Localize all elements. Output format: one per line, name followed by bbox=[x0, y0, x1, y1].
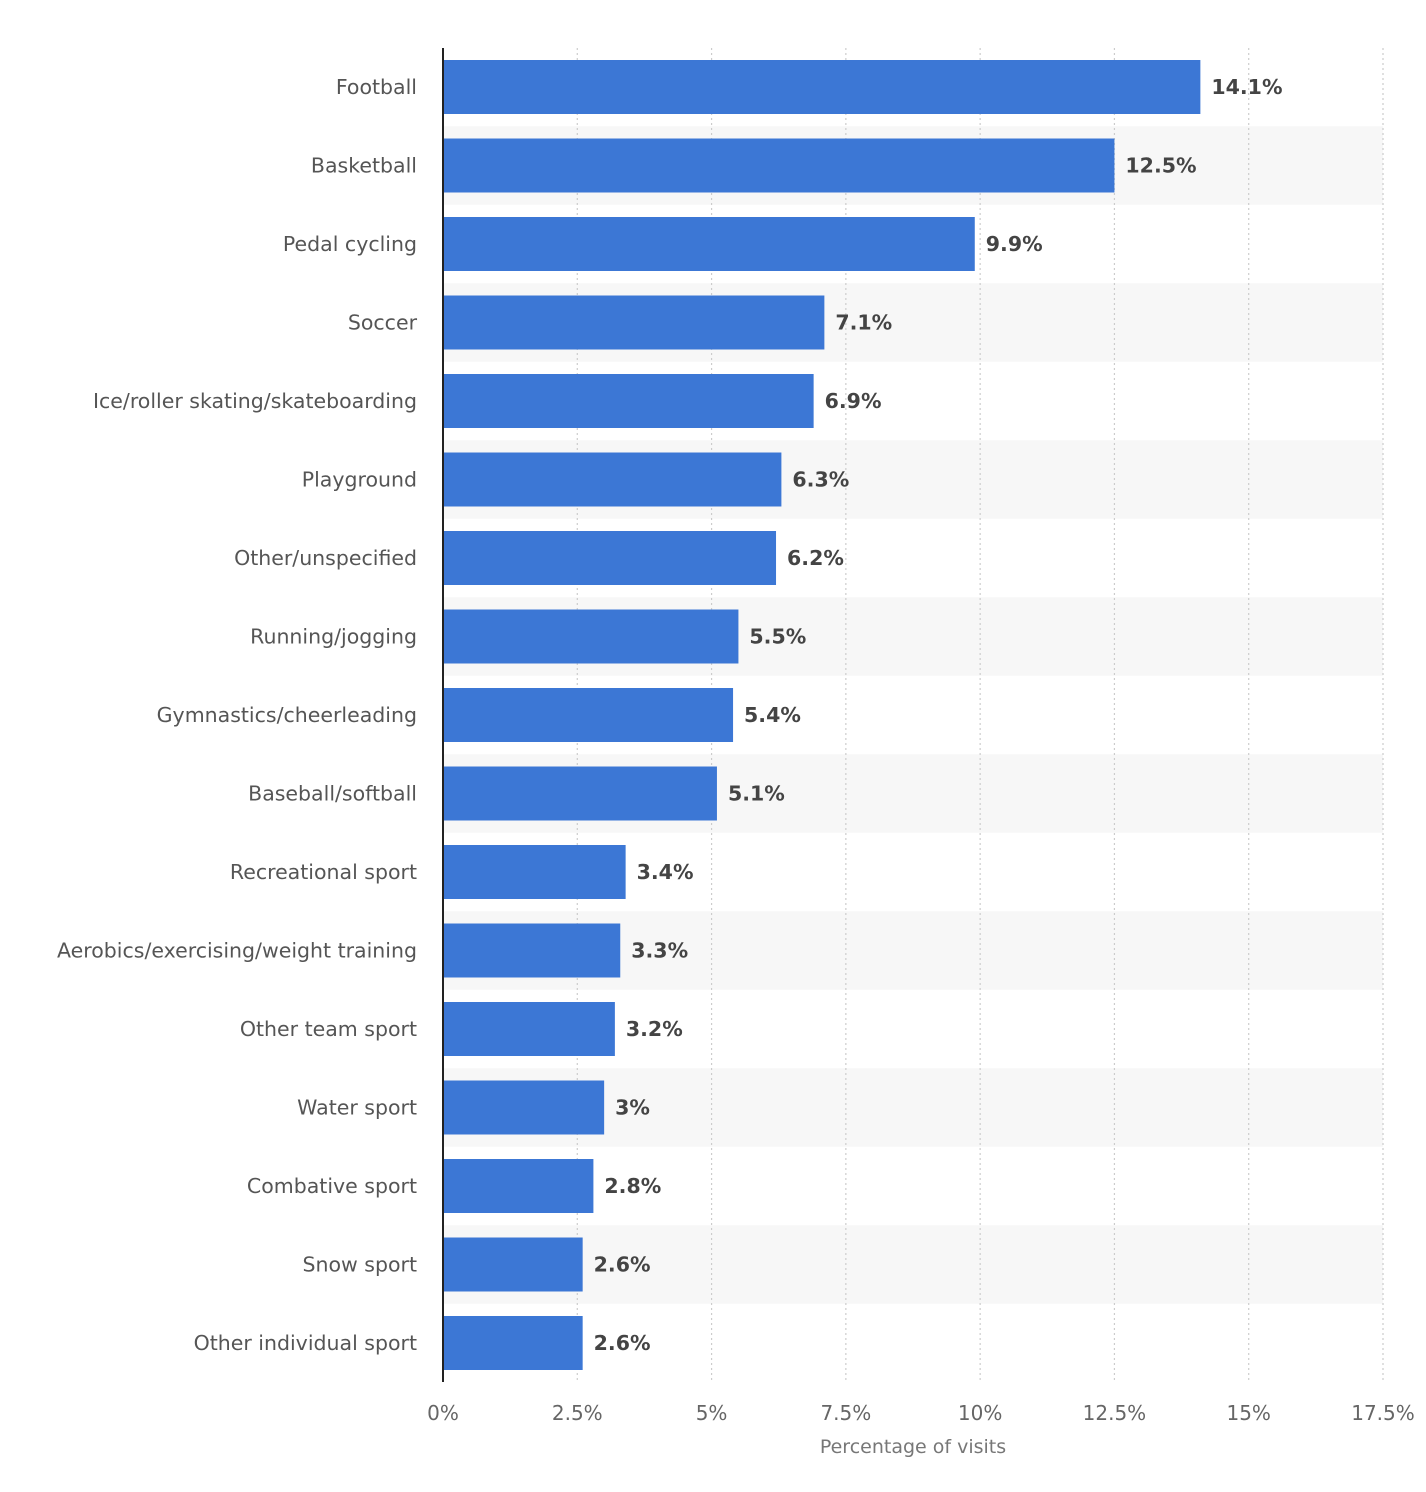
category-label: Basketball bbox=[311, 154, 417, 178]
bar bbox=[443, 452, 782, 507]
bar bbox=[443, 138, 1115, 193]
value-label: 6.2% bbox=[787, 546, 844, 570]
bar bbox=[443, 923, 621, 978]
value-label: 2.6% bbox=[594, 1331, 651, 1355]
category-label: Soccer bbox=[348, 311, 418, 335]
value-label: 3.4% bbox=[637, 860, 694, 884]
bar bbox=[443, 688, 734, 742]
category-label: Running/jogging bbox=[250, 625, 417, 649]
value-label: 5.5% bbox=[749, 625, 806, 649]
category-label: Baseball/softball bbox=[248, 782, 417, 806]
category-label: Pedal cycling bbox=[283, 232, 417, 256]
category-label: Gymnastics/cheerleading bbox=[157, 703, 417, 727]
x-tick-labels: 0% 2.5% 5% 7.5% 10% 12.5% 15% 17.5% bbox=[427, 1401, 1415, 1425]
value-label: 6.3% bbox=[792, 468, 849, 492]
value-label: 3.3% bbox=[631, 939, 688, 963]
category-label: Water sport bbox=[297, 1096, 417, 1120]
category-label: Recreational sport bbox=[230, 860, 417, 884]
value-label: 2.6% bbox=[594, 1253, 651, 1277]
bars bbox=[443, 60, 1201, 1370]
x-axis-title: Percentage of visits bbox=[820, 1436, 1006, 1458]
bar bbox=[443, 1237, 583, 1292]
category-label: Ice/roller skating/skateboarding bbox=[93, 389, 417, 413]
x-tick-label: 17.5% bbox=[1351, 1401, 1415, 1425]
value-label: 3% bbox=[615, 1096, 650, 1120]
value-label: 6.9% bbox=[825, 389, 882, 413]
category-label: Playground bbox=[302, 468, 417, 492]
value-labels: 14.1% 12.5% 9.9% 7.1% 6.9% 6.3% 6.2% 5.5% 5.4% 5.… bbox=[594, 75, 1283, 1355]
x-tick-label: 7.5% bbox=[820, 1401, 871, 1425]
value-label: 3.2% bbox=[626, 1017, 683, 1041]
x-tick-label: 12.5% bbox=[1083, 1401, 1147, 1425]
bar bbox=[443, 845, 626, 899]
bar bbox=[443, 295, 825, 350]
category-label: Other/unspecified bbox=[234, 546, 417, 570]
category-labels: Football Basketball Pedal cycling Soccer Ice… bbox=[57, 75, 418, 1355]
bar bbox=[443, 1002, 615, 1056]
x-tick-label: 15% bbox=[1226, 1401, 1270, 1425]
bar bbox=[443, 1159, 594, 1213]
bar bbox=[443, 609, 739, 664]
x-tick-label: 10% bbox=[958, 1401, 1002, 1425]
x-tick-label: 0% bbox=[427, 1401, 459, 1425]
bar bbox=[443, 1080, 605, 1135]
bar bbox=[443, 531, 777, 585]
row-band bbox=[443, 1225, 1383, 1304]
value-label: 2.8% bbox=[604, 1174, 661, 1198]
bar bbox=[443, 374, 814, 428]
category-label: Football bbox=[336, 75, 417, 99]
bar bbox=[443, 217, 975, 271]
category-label: Aerobics/exercising/weight training bbox=[57, 939, 417, 963]
category-label: Other team sport bbox=[240, 1017, 417, 1041]
value-label: 5.4% bbox=[744, 703, 801, 727]
value-label: 9.9% bbox=[986, 232, 1043, 256]
value-label: 14.1% bbox=[1211, 75, 1282, 99]
bar bbox=[443, 60, 1201, 114]
value-label: 12.5% bbox=[1125, 154, 1196, 178]
x-tick-label: 2.5% bbox=[552, 1401, 603, 1425]
value-label: 5.1% bbox=[728, 782, 785, 806]
value-label: 7.1% bbox=[835, 311, 892, 335]
x-tick-label: 5% bbox=[696, 1401, 728, 1425]
category-label: Combative sport bbox=[247, 1174, 417, 1198]
category-label: Other individual sport bbox=[194, 1331, 417, 1355]
bar bbox=[443, 766, 717, 821]
category-label: Snow sport bbox=[302, 1253, 417, 1277]
bar bbox=[443, 1316, 583, 1370]
